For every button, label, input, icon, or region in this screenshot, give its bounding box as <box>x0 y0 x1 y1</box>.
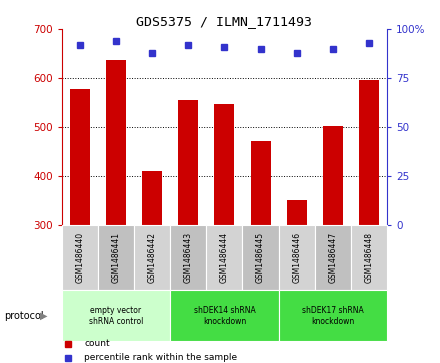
Bar <box>242 225 279 290</box>
Text: count: count <box>84 339 110 348</box>
Text: shDEK17 shRNA
knockdown: shDEK17 shRNA knockdown <box>302 306 364 326</box>
Bar <box>70 89 90 225</box>
Text: GSM1486446: GSM1486446 <box>292 232 301 283</box>
Bar <box>323 126 343 225</box>
Bar <box>142 171 162 225</box>
Bar <box>315 225 351 290</box>
Bar <box>287 200 307 225</box>
Bar <box>106 60 126 225</box>
Bar <box>214 103 235 225</box>
Bar <box>98 225 134 290</box>
Bar <box>206 225 242 290</box>
Bar <box>62 225 98 290</box>
Text: GSM1486441: GSM1486441 <box>111 232 121 283</box>
Bar <box>170 225 206 290</box>
Bar <box>170 290 279 341</box>
Text: protocol: protocol <box>4 311 44 321</box>
Text: empty vector
shRNA control: empty vector shRNA control <box>89 306 143 326</box>
Text: GSM1486444: GSM1486444 <box>220 232 229 283</box>
Text: GSM1486440: GSM1486440 <box>75 232 84 283</box>
Text: GSM1486445: GSM1486445 <box>256 232 265 283</box>
Bar <box>351 225 387 290</box>
Bar <box>134 225 170 290</box>
Text: shDEK14 shRNA
knockdown: shDEK14 shRNA knockdown <box>194 306 255 326</box>
Bar <box>359 80 379 225</box>
Bar <box>279 225 315 290</box>
Bar <box>251 141 271 225</box>
Text: GSM1486443: GSM1486443 <box>184 232 193 283</box>
Bar <box>62 290 170 341</box>
Text: GSM1486442: GSM1486442 <box>147 232 157 283</box>
Title: GDS5375 / ILMN_1711493: GDS5375 / ILMN_1711493 <box>136 15 312 28</box>
Bar <box>279 290 387 341</box>
Text: GSM1486448: GSM1486448 <box>365 232 374 283</box>
Text: percentile rank within the sample: percentile rank within the sample <box>84 354 238 362</box>
Text: GSM1486447: GSM1486447 <box>328 232 337 283</box>
Text: ▶: ▶ <box>40 311 47 321</box>
Bar <box>178 99 198 225</box>
